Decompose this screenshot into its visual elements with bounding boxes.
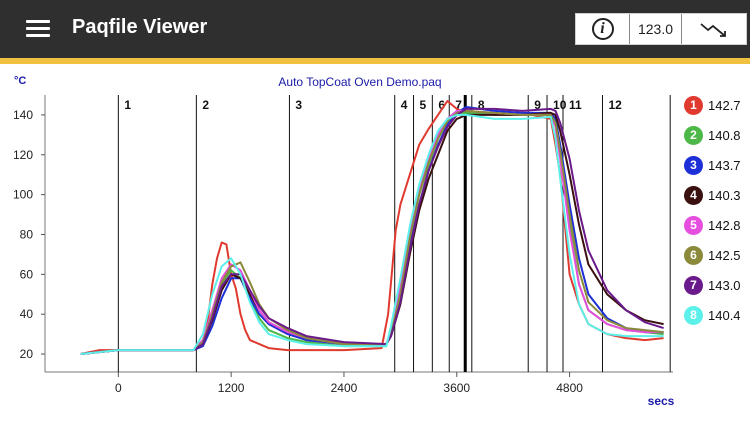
current-value-button[interactable]: 123.0: [630, 14, 682, 44]
menu-icon-bar: [26, 27, 50, 30]
legend-value: 142.8: [708, 217, 741, 233]
zone-label: 8: [478, 98, 485, 112]
legend-value: 143.7: [708, 157, 741, 173]
zone-label: 2: [202, 98, 209, 112]
app-bar: Paqfile Viewer i 123.0: [0, 0, 750, 58]
menu-icon-bar: [26, 34, 50, 37]
info-button[interactable]: i: [576, 14, 630, 44]
zone-label: 9: [534, 98, 541, 112]
x-tick-label: 0: [115, 381, 122, 395]
legend-item-6[interactable]: 6 142.5: [684, 244, 741, 266]
series-lines: [80, 100, 664, 355]
zone-label: 7: [455, 98, 462, 112]
series-line-4: [80, 111, 664, 355]
zone-label: 1: [124, 98, 131, 112]
series-line-2: [80, 111, 664, 355]
legend-badge: 1: [684, 95, 703, 115]
zone-label: 5: [420, 98, 427, 112]
zone-label: 3: [295, 98, 302, 112]
y-tick-label: 20: [20, 347, 34, 361]
legend-item-2[interactable]: 2 140.8: [684, 124, 741, 146]
legend-value: 143.0: [708, 277, 741, 293]
y-tick-label: 140: [13, 108, 33, 122]
app-title: Paqfile Viewer: [72, 16, 208, 38]
legend-item-1[interactable]: 1 142.7: [684, 94, 741, 116]
legend-badge: 8: [684, 305, 703, 325]
series-line-3: [80, 106, 664, 355]
series-line-5: [80, 109, 664, 355]
legend-item-5[interactable]: 5 142.8: [684, 214, 741, 236]
chart-title: Auto TopCoat Oven Demo.paq: [278, 75, 441, 89]
zone-label: 4: [401, 98, 408, 112]
y-tick-label: 120: [13, 148, 33, 162]
legend-value: 140.3: [708, 187, 741, 203]
legend-badge: 4: [684, 185, 703, 205]
toolbar: i 123.0: [575, 13, 747, 45]
legend-item-4[interactable]: 4 140.3: [684, 184, 741, 206]
legend-badge: 7: [684, 275, 703, 295]
menu-icon[interactable]: [26, 18, 52, 40]
legend-item-7[interactable]: 7 143.0: [684, 274, 741, 296]
zone-lines: 1 2 3 4 5 6 7 8 9 10 11 12: [117, 95, 671, 372]
y-axis-label: °C: [14, 75, 26, 87]
x-axis-label: secs: [648, 394, 675, 408]
y-tick-label: 40: [20, 307, 34, 321]
series-line-6: [80, 109, 664, 355]
temperature-chart[interactable]: Auto TopCoat Oven Demo.paq °C secs 20406…: [0, 64, 682, 422]
y-tick-label: 60: [20, 267, 34, 281]
legend-badge: 2: [684, 125, 703, 145]
info-icon: i: [591, 18, 614, 40]
legend-badge: 3: [684, 155, 703, 175]
series-line-7: [80, 107, 664, 355]
zone-label: 11: [569, 98, 582, 112]
series-line-8: [80, 113, 664, 355]
chart-axes: 20 40 60 80 100 120 140 0 1200 2400 3600 4800: [13, 95, 673, 395]
legend-badge: 5: [684, 215, 703, 235]
zone-label: 12: [608, 98, 622, 112]
trend-icon: [700, 23, 726, 37]
series-line-1: [80, 100, 664, 355]
x-tick-label: 3600: [443, 381, 470, 395]
legend-value: 142.7: [708, 97, 741, 113]
legend-value: 140.4: [708, 307, 741, 323]
menu-icon-bar: [26, 20, 50, 23]
legend-item-3[interactable]: 3 143.7: [684, 154, 741, 176]
app-bar-accent: [0, 58, 750, 64]
x-tick-label: 1200: [218, 381, 245, 395]
y-tick-label: 100: [13, 188, 33, 202]
legend-value: 140.8: [708, 127, 741, 143]
zone-label: 6: [438, 98, 445, 112]
x-tick-label: 4800: [556, 381, 583, 395]
legend-item-8[interactable]: 8 140.4: [684, 304, 741, 326]
legend-badge: 6: [684, 245, 703, 265]
x-tick-label: 2400: [331, 381, 358, 395]
y-tick-label: 80: [20, 227, 34, 241]
legend-value: 142.5: [708, 247, 741, 263]
trend-button[interactable]: [682, 14, 746, 44]
